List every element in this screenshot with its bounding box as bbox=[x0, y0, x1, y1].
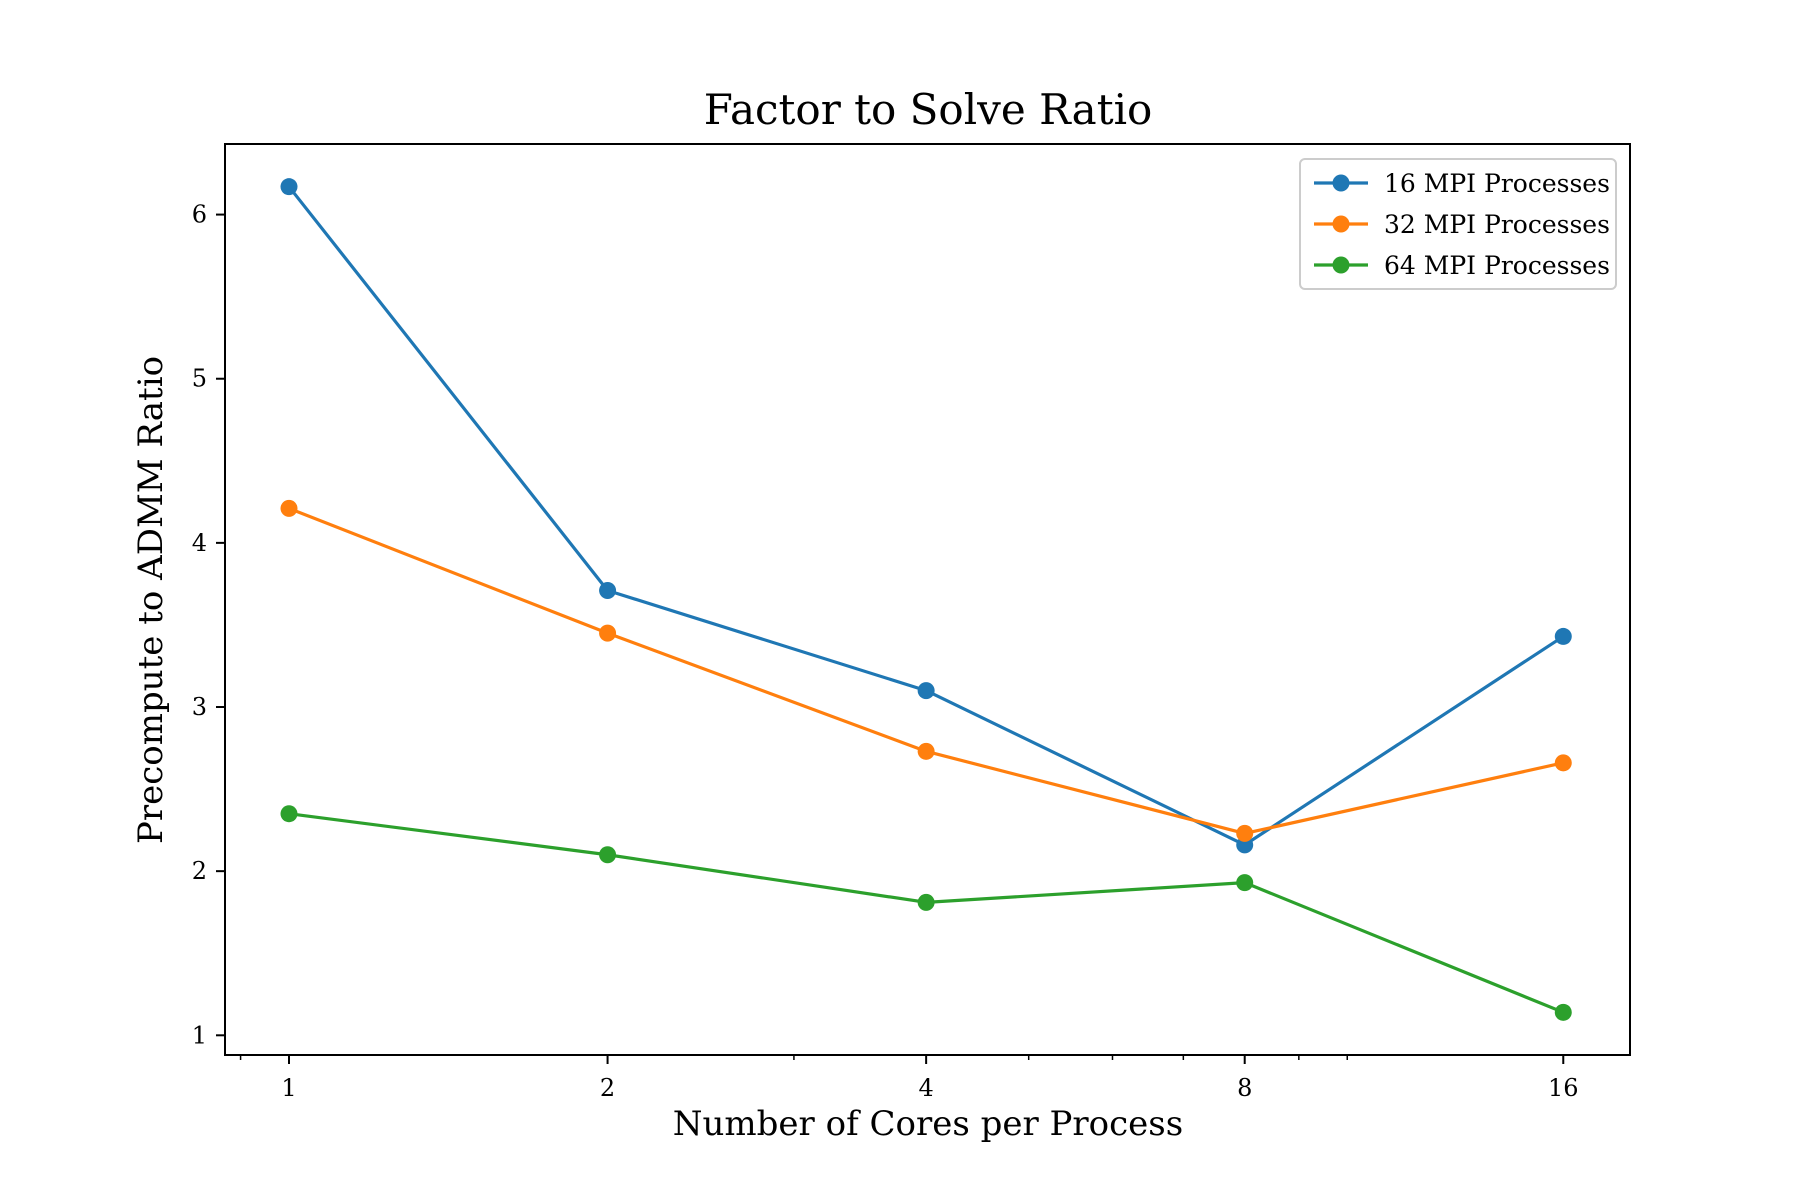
data-point bbox=[1554, 627, 1572, 645]
legend-marker bbox=[1332, 215, 1350, 233]
x-tick-label: 2 bbox=[600, 1074, 615, 1102]
data-point bbox=[599, 581, 617, 599]
series-1 bbox=[280, 178, 1572, 854]
legend-label: 32 MPI Processes bbox=[1384, 210, 1610, 239]
y-tick-label: 6 bbox=[192, 201, 207, 229]
legend-item: 32 MPI Processes bbox=[1314, 210, 1610, 239]
x-axis-label: Number of Cores per Process bbox=[673, 1104, 1183, 1144]
legend-item: 64 MPI Processes bbox=[1314, 251, 1610, 280]
y-tick-label: 5 bbox=[192, 365, 207, 393]
x-axis-ticks: 1 2 4 8 16 bbox=[281, 1055, 1579, 1102]
data-point bbox=[1236, 824, 1254, 842]
x-tick-label: 16 bbox=[1548, 1074, 1579, 1102]
data-point bbox=[280, 499, 298, 517]
y-tick-label: 4 bbox=[192, 529, 207, 557]
data-point bbox=[599, 846, 617, 864]
plot-area: 1 2 4 8 16 1 2 3 4 5 6 bbox=[192, 143, 1631, 1102]
y-tick-label: 2 bbox=[192, 857, 207, 885]
data-point bbox=[1554, 754, 1572, 772]
legend-label: 16 MPI Processes bbox=[1384, 169, 1610, 198]
x-axis-minor-ticks bbox=[239, 1055, 1349, 1060]
series-2 bbox=[280, 499, 1572, 842]
data-point bbox=[1236, 874, 1254, 892]
legend: 16 MPI Processes 32 MPI Processes 64 MPI P… bbox=[1299, 158, 1617, 290]
chart-title: Factor to Solve Ratio bbox=[704, 85, 1153, 134]
data-point bbox=[280, 178, 298, 196]
y-tick-label: 3 bbox=[192, 693, 207, 721]
x-tick-label: 4 bbox=[918, 1074, 933, 1102]
legend-box bbox=[1299, 158, 1617, 290]
legend-label: 64 MPI Processes bbox=[1384, 251, 1610, 280]
data-point bbox=[917, 893, 935, 911]
legend-items: 16 MPI Processes 32 MPI Processes 64 MPI P… bbox=[1314, 169, 1610, 280]
legend-marker bbox=[1332, 256, 1350, 274]
data-point bbox=[917, 742, 935, 760]
y-axis-ticks: 1 2 3 4 5 6 bbox=[192, 201, 225, 1049]
data-point bbox=[599, 624, 617, 642]
legend-marker bbox=[1332, 174, 1350, 192]
x-tick-label: 8 bbox=[1237, 1074, 1252, 1102]
data-point bbox=[280, 805, 298, 823]
y-tick-label: 1 bbox=[192, 1021, 207, 1049]
x-tick-label: 1 bbox=[281, 1074, 296, 1102]
data-point bbox=[917, 682, 935, 700]
legend-item: 16 MPI Processes bbox=[1314, 169, 1610, 198]
axes-frame bbox=[224, 143, 1631, 1056]
data-point bbox=[1554, 1003, 1572, 1021]
y-axis-label: Precompute to ADMM Ratio bbox=[131, 356, 171, 844]
series-3 bbox=[280, 805, 1572, 1021]
series-group bbox=[280, 178, 1572, 1021]
